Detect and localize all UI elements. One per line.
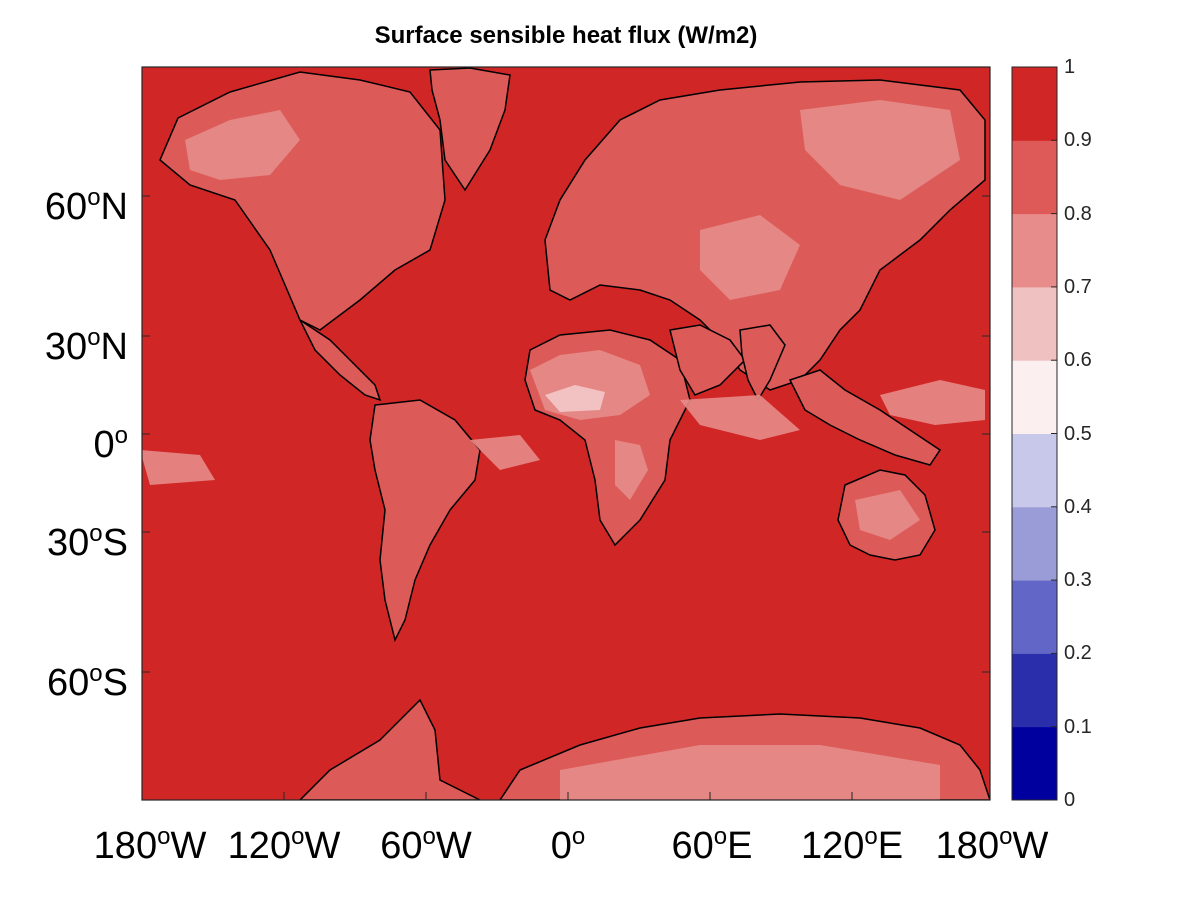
colorbar-tick-label: 0.6 bbox=[1064, 349, 1092, 372]
latitude-tick-label: 0o bbox=[0, 416, 129, 466]
map-title: Surface sensible heat flux (W/m2) bbox=[374, 22, 758, 49]
colorbar-segment bbox=[1012, 506, 1057, 581]
landmass-antarctica bbox=[298, 698, 481, 800]
colorbar-segment bbox=[1012, 726, 1057, 801]
flux-patch-arctic-canada bbox=[185, 110, 300, 180]
tick-hemisphere: S bbox=[102, 662, 128, 704]
longitude-tick-label: 120oW bbox=[194, 812, 374, 871]
flux-patch-antarctic-interior bbox=[560, 745, 940, 800]
longitude-tick-label: 60oE bbox=[622, 812, 802, 871]
colorbar bbox=[1011, 66, 1058, 801]
tick-degrees: 180 bbox=[93, 825, 158, 867]
tick-degrees: 60 bbox=[671, 825, 714, 867]
degree-symbol: o bbox=[157, 823, 171, 850]
colorbar-segment bbox=[1012, 67, 1057, 141]
tick-degrees: 30 bbox=[44, 326, 88, 368]
longitude-tick-label: 180oW bbox=[902, 812, 1082, 871]
tick-degrees: 60 bbox=[380, 825, 423, 867]
degree-symbol: o bbox=[864, 823, 878, 850]
colorbar-segment bbox=[1012, 140, 1057, 215]
landmass-greenland bbox=[429, 67, 511, 192]
colorbar-segment bbox=[1012, 360, 1057, 434]
longitude-tick-label: 180oW bbox=[60, 812, 240, 871]
latitude-tick-label: 60oS bbox=[0, 654, 128, 703]
degree-symbol: o bbox=[87, 324, 101, 351]
tick-degrees: 60 bbox=[44, 186, 88, 228]
colorbar-tick-label: 0 bbox=[1064, 789, 1076, 811]
degree-symbol: o bbox=[87, 184, 101, 211]
colorbar-segment bbox=[1012, 580, 1057, 654]
tick-degrees: 60 bbox=[47, 662, 90, 704]
colorbar-tick-label: 0.5 bbox=[1064, 422, 1092, 445]
longitude-tick-label: 120oE bbox=[762, 812, 942, 871]
longitude-tick-label: 0o bbox=[478, 812, 658, 871]
tick-hemisphere: S bbox=[102, 522, 128, 564]
landmass-south-america bbox=[369, 399, 481, 643]
colorbar-segment bbox=[1012, 433, 1057, 508]
degree-symbol: o bbox=[999, 823, 1013, 850]
tick-hemisphere: W bbox=[435, 825, 472, 867]
flux-patch-siberia bbox=[800, 100, 960, 200]
colorbar-tick-label: 1 bbox=[1064, 56, 1076, 78]
colorbar-tick-label: 0.8 bbox=[1064, 202, 1092, 225]
tick-hemisphere: N bbox=[100, 186, 128, 228]
degree-symbol: o bbox=[713, 823, 728, 850]
tick-degrees: 180 bbox=[935, 825, 1000, 867]
landmass-central-america bbox=[298, 317, 382, 402]
flux-patch-central-asia bbox=[700, 215, 800, 300]
degree-symbol: o bbox=[89, 660, 103, 687]
landmass-india bbox=[739, 324, 786, 402]
flux-patch-southern-africa bbox=[615, 440, 648, 500]
degree-symbol: o bbox=[114, 422, 128, 449]
flux-patch-indian-ocean-band bbox=[680, 395, 800, 440]
colorbar-tick-label: 0.7 bbox=[1064, 275, 1092, 298]
tick-degrees: 30 bbox=[47, 522, 90, 564]
latitude-tick-label: 30oN bbox=[0, 318, 128, 367]
flux-patch-australia-interior bbox=[855, 490, 920, 540]
landmass-arabia bbox=[669, 324, 746, 396]
tick-hemisphere: E bbox=[727, 825, 753, 867]
colorbar-tick-label: 0.3 bbox=[1064, 569, 1092, 592]
colorbar-tick-label: 0.2 bbox=[1064, 642, 1092, 665]
colorbar-tick-label: 0.4 bbox=[1064, 495, 1092, 518]
colorbar-segment bbox=[1012, 213, 1057, 288]
tick-hemisphere: W bbox=[1012, 825, 1049, 867]
degree-symbol: o bbox=[422, 823, 436, 850]
degree-symbol: o bbox=[291, 823, 305, 850]
colorbar-segment bbox=[1012, 286, 1057, 361]
tick-hemisphere: W bbox=[170, 825, 207, 867]
colorbar-tick-label: 0.9 bbox=[1064, 129, 1092, 152]
latitude-tick-label: 30oS bbox=[0, 514, 128, 563]
tick-degrees: 120 bbox=[800, 825, 865, 867]
tick-degrees: 120 bbox=[227, 825, 292, 867]
latitude-tick-label: 60oN bbox=[0, 178, 128, 227]
map-area bbox=[141, 66, 991, 801]
landmass-southeast-asia bbox=[788, 369, 942, 466]
flux-patch-pacific-band bbox=[142, 450, 215, 485]
degree-symbol: o bbox=[571, 823, 586, 850]
tick-degrees: 0 bbox=[93, 424, 115, 466]
tick-degrees: 0 bbox=[550, 825, 572, 867]
flux-patch-west-africa bbox=[545, 385, 605, 412]
degree-symbol: o bbox=[89, 520, 103, 547]
tick-hemisphere: E bbox=[877, 825, 904, 867]
longitude-tick-label: 60oW bbox=[336, 812, 516, 871]
flux-patch-south-atlantic-band bbox=[470, 435, 540, 470]
colorbar-segment bbox=[1012, 653, 1057, 728]
tick-hemisphere: W bbox=[304, 825, 341, 867]
tick-hemisphere: N bbox=[100, 326, 128, 368]
colorbar-tick-label: 0.1 bbox=[1064, 715, 1092, 738]
flux-patch-west-pacific-band bbox=[880, 380, 985, 425]
